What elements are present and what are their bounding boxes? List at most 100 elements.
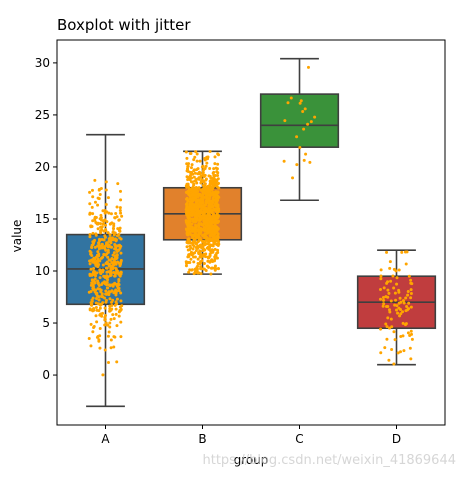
- jitter-point: [395, 282, 399, 286]
- jitter-point: [101, 301, 105, 305]
- jitter-point: [95, 308, 99, 312]
- jitter-point: [184, 264, 188, 268]
- jitter-point: [115, 205, 119, 209]
- jitter-point: [119, 211, 123, 215]
- jitter-point: [113, 271, 117, 275]
- jitter-point: [96, 279, 100, 283]
- jitter-point: [406, 331, 410, 335]
- jitter-point: [96, 287, 100, 291]
- jitter-point: [88, 212, 92, 216]
- jitter-point: [395, 304, 399, 308]
- jitter-point: [390, 348, 394, 352]
- jitter-point: [204, 252, 208, 256]
- jitter-point: [116, 282, 120, 286]
- jitter-point: [211, 243, 215, 247]
- jitter-point: [192, 158, 196, 162]
- jitter-point: [201, 201, 205, 205]
- jitter-point: [409, 281, 413, 285]
- jitter-point: [216, 242, 220, 246]
- jitter-point: [113, 281, 117, 285]
- jitter-point: [87, 290, 91, 294]
- jitter-point: [201, 216, 205, 220]
- jitter-point: [405, 305, 409, 309]
- jitter-point: [402, 301, 406, 305]
- jitter-point: [215, 193, 219, 197]
- jitter-point: [204, 255, 208, 259]
- jitter-point: [208, 252, 212, 256]
- jitter-point: [197, 172, 201, 176]
- jitter-point: [298, 145, 302, 149]
- jitter-point: [112, 227, 116, 231]
- jitter-point: [199, 255, 203, 259]
- jitter-point: [203, 229, 207, 233]
- jitter-point: [114, 300, 118, 304]
- jitter-point: [114, 247, 118, 251]
- jitter-point: [286, 101, 290, 105]
- jitter-point: [206, 212, 210, 216]
- jitter-point: [203, 207, 207, 211]
- jitter-point: [203, 195, 207, 199]
- jitter-point: [109, 264, 113, 268]
- jitter-point: [195, 159, 199, 163]
- jitter-point: [109, 271, 113, 275]
- jitter-point: [391, 274, 395, 278]
- jitter-point: [384, 295, 388, 299]
- jitter-point: [98, 326, 102, 330]
- jitter-point: [104, 300, 108, 304]
- jitter-point: [216, 267, 220, 271]
- jitter-point: [88, 249, 92, 253]
- jitter-point: [197, 235, 201, 239]
- jitter-point: [99, 213, 103, 217]
- jitter-point: [91, 195, 95, 199]
- jitter-point: [102, 219, 106, 223]
- jitter-point: [92, 267, 96, 271]
- jitter-point: [408, 346, 412, 350]
- jitter-point: [113, 243, 117, 247]
- jitter-point: [186, 178, 190, 182]
- jitter-point: [96, 227, 100, 231]
- jitter-point: [190, 206, 194, 210]
- jitter-point: [109, 338, 113, 342]
- jitter-point: [119, 291, 123, 295]
- jitter-point: [205, 189, 209, 193]
- jitter-point: [101, 295, 105, 299]
- jitter-point: [116, 182, 120, 186]
- jitter-point: [194, 220, 198, 224]
- jitter-point: [88, 190, 92, 194]
- jitter-point: [113, 231, 117, 235]
- jitter-point: [98, 306, 102, 310]
- y-tick-label: 30: [35, 56, 50, 70]
- jitter-point: [217, 186, 221, 190]
- jitter-point: [212, 193, 216, 197]
- jitter-point: [392, 362, 396, 366]
- jitter-point: [93, 272, 97, 276]
- jitter-point: [410, 337, 414, 341]
- jitter-point: [208, 208, 212, 212]
- jitter-point: [107, 330, 111, 334]
- jitter-point: [103, 348, 107, 352]
- jitter-point: [113, 290, 117, 294]
- jitter-point: [106, 245, 110, 249]
- jitter-point: [216, 209, 220, 213]
- jitter-point: [98, 346, 102, 350]
- jitter-point: [401, 310, 405, 314]
- jitter-point: [91, 241, 95, 245]
- jitter-point: [94, 301, 98, 305]
- jitter-point: [283, 119, 287, 123]
- jitter-point: [211, 187, 215, 191]
- jitter-point: [306, 65, 310, 69]
- jitter-point: [213, 208, 217, 212]
- jitter-point: [114, 239, 118, 243]
- jitter-point: [194, 190, 198, 194]
- jitter-point: [185, 201, 189, 205]
- jitter-point: [215, 251, 219, 255]
- x-tick-label: D: [392, 432, 401, 446]
- jitter-point: [382, 302, 386, 306]
- jitter-point: [409, 278, 413, 282]
- jitter-point: [208, 202, 212, 206]
- jitter-point: [93, 217, 97, 221]
- jitter-point: [192, 255, 196, 259]
- jitter-point: [206, 245, 210, 249]
- jitter-point: [400, 250, 404, 254]
- jitter-point: [93, 178, 97, 182]
